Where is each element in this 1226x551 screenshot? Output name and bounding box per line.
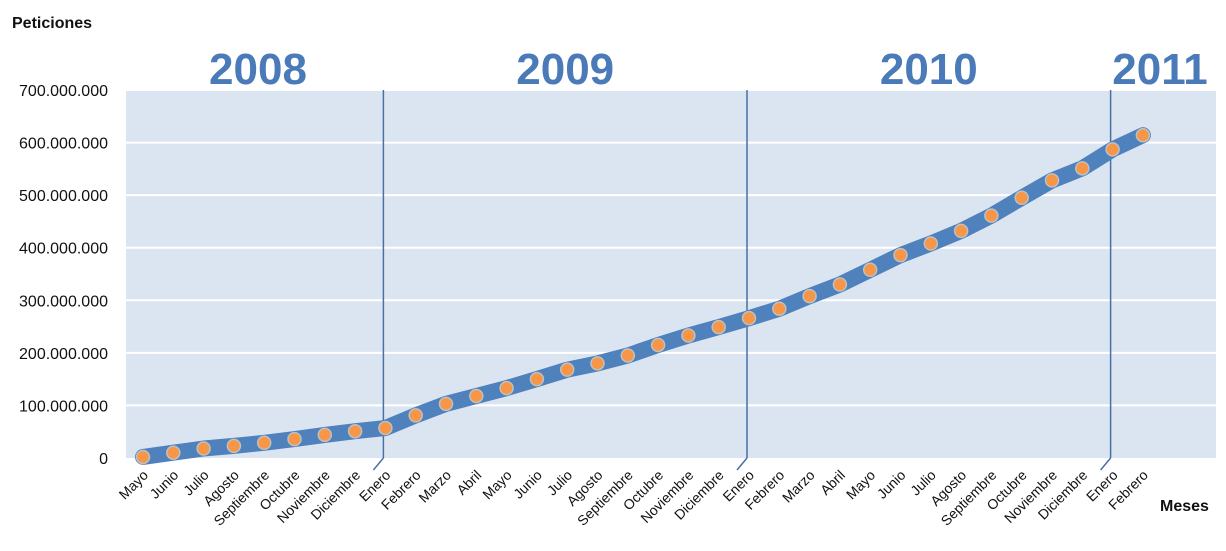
data-point	[1075, 161, 1090, 176]
data-point	[317, 427, 333, 443]
data-point	[438, 396, 454, 412]
year-label: 2008	[209, 45, 307, 94]
y-tick-label: 700.000.000	[19, 83, 108, 100]
data-point	[741, 310, 757, 326]
year-divider-tick	[736, 457, 748, 471]
y-axis-title: Peticiones	[12, 15, 92, 32]
data-point	[529, 371, 545, 387]
plot-area	[126, 90, 1216, 458]
data-point	[347, 423, 363, 439]
x-tick-label: Marzo	[779, 467, 818, 506]
x-tick-label: Mayo	[479, 467, 515, 503]
x-tick-label: Abril	[817, 467, 848, 498]
data-point	[832, 277, 848, 292]
x-tick-labels: MayoJunioJulioAgostoSeptiembreOctubreNov…	[116, 467, 1152, 529]
data-point	[681, 328, 696, 343]
data-point	[1044, 173, 1060, 188]
y-tick-label: 0	[99, 451, 108, 468]
year-labels: 2008 2009 2010 2011	[209, 45, 1208, 94]
data-point	[650, 337, 666, 353]
x-tick-label: Marzo	[415, 467, 454, 506]
x-tick-label: Mayo	[116, 467, 152, 503]
data-point	[166, 445, 181, 460]
x-axis-title: Meses	[1160, 498, 1209, 515]
y-tick-label: 600.000.000	[19, 136, 108, 153]
data-point	[287, 431, 302, 447]
data-point	[984, 208, 999, 223]
x-tick-label: Junio	[874, 467, 909, 502]
y-tick-label: 300.000.000	[19, 293, 108, 310]
data-point	[862, 262, 878, 278]
y-tick-label: 200.000.000	[19, 346, 108, 363]
data-point	[256, 435, 272, 451]
data-point	[772, 301, 787, 316]
data-point	[499, 380, 514, 396]
data-point	[1014, 190, 1029, 206]
data-point	[135, 449, 151, 465]
data-point	[620, 348, 636, 363]
year-label: 2011	[1112, 45, 1207, 94]
x-tick-label: Junio	[146, 467, 181, 502]
data-point	[590, 356, 605, 371]
year-label: 2010	[880, 45, 978, 94]
x-tick-label: Mayo	[843, 467, 879, 503]
y-tick-label: 400.000.000	[19, 241, 108, 258]
data-point	[559, 362, 575, 377]
grid-lines	[126, 89, 1216, 407]
data-series	[135, 127, 1151, 465]
y-tick-label: 100.000.000	[19, 398, 108, 415]
data-point	[953, 223, 969, 239]
x-tick-label: Junio	[510, 467, 545, 502]
data-point	[378, 420, 393, 436]
data-point	[226, 438, 242, 454]
data-point	[802, 288, 817, 304]
data-point	[1105, 142, 1120, 157]
data-point	[196, 441, 211, 456]
year-divider-tick	[372, 457, 384, 471]
data-point	[923, 236, 939, 251]
year-label: 2009	[516, 45, 614, 94]
y-tick-label: 500.000.000	[19, 188, 108, 205]
year-divider-tick	[1100, 457, 1112, 471]
data-point	[1135, 127, 1151, 143]
data-point	[893, 247, 908, 263]
data-point	[408, 408, 423, 423]
y-tick-labels: 0 100.000.000 200.000.000 300.000.000 400.00…	[19, 83, 108, 468]
series-line	[135, 127, 1151, 465]
x-tick-label: Abril	[453, 467, 484, 498]
data-point	[711, 319, 726, 335]
data-point	[469, 388, 484, 404]
